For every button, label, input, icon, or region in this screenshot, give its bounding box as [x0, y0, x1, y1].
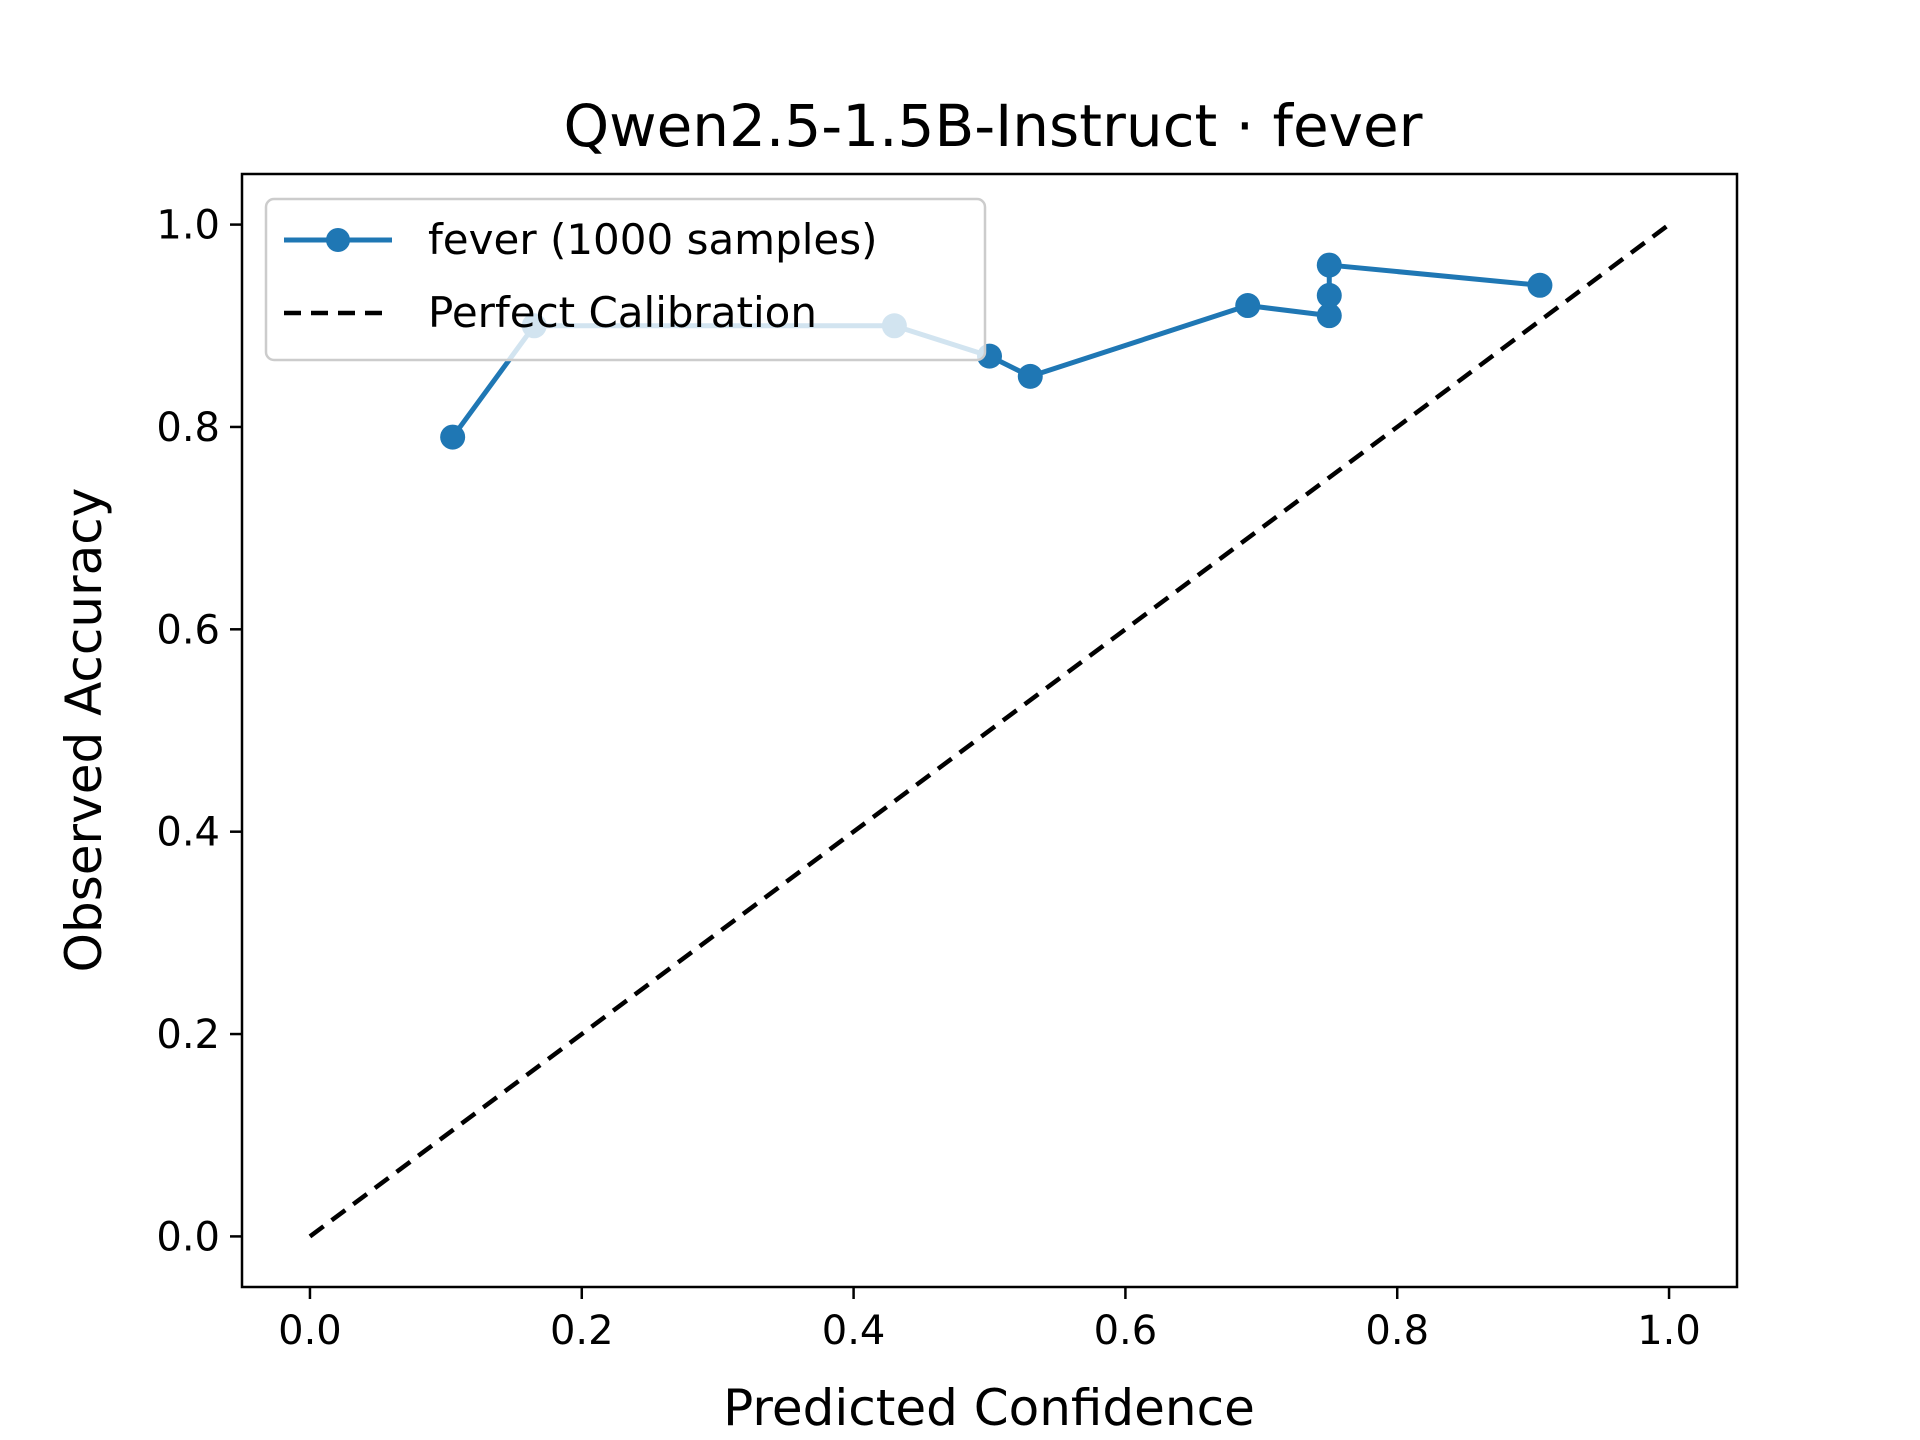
y-axis: 0.0 0.2 0.4 0.6 0.8 1.0	[156, 203, 242, 1260]
perfect-calibration-line	[308, 222, 1671, 1239]
plot-frame	[240, 172, 1739, 1289]
x-tick-label: 0.4	[822, 1308, 886, 1354]
x-tick-label: 0.8	[1365, 1308, 1429, 1354]
y-tick-label: 0.6	[156, 607, 220, 653]
y-tick-label: 0.2	[156, 1012, 220, 1058]
series-layer	[308, 222, 1671, 1239]
x-tick-label: 0.0	[278, 1308, 342, 1354]
fever-data-point	[1235, 293, 1261, 319]
legend: fever (1000 samples) Perfect Calibration	[264, 197, 987, 362]
legend-box	[264, 197, 987, 362]
fever-data-point	[1017, 363, 1043, 389]
x-axis: 0.0 0.2 0.4 0.6 0.8 1.0	[278, 1287, 1701, 1354]
y-tick-label: 1.0	[156, 203, 220, 249]
chart-title: Qwen2.5-1.5B-Instruct · fever	[564, 92, 1423, 160]
x-tick-label: 1.0	[1637, 1308, 1701, 1354]
fever-data-point	[1316, 252, 1342, 278]
legend-swatch-marker	[326, 228, 350, 252]
y-tick-label: 0.8	[156, 405, 220, 451]
x-tick-label: 0.2	[550, 1308, 614, 1354]
y-axis-title: Observed Accuracy	[55, 488, 113, 973]
y-tick-label: 0.0	[156, 1214, 220, 1260]
fever-data-point	[1316, 282, 1342, 308]
legend-label-reference: Perfect Calibration	[428, 288, 817, 337]
fever-data-point	[1316, 303, 1342, 329]
y-tick-label: 0.4	[156, 810, 220, 856]
legend-label-series: fever (1000 samples)	[428, 215, 878, 264]
x-axis-title: Predicted Confidence	[723, 1379, 1255, 1437]
x-tick-label: 0.6	[1094, 1308, 1158, 1354]
fever-data-point	[1527, 272, 1553, 298]
fever-data-point	[440, 424, 466, 450]
